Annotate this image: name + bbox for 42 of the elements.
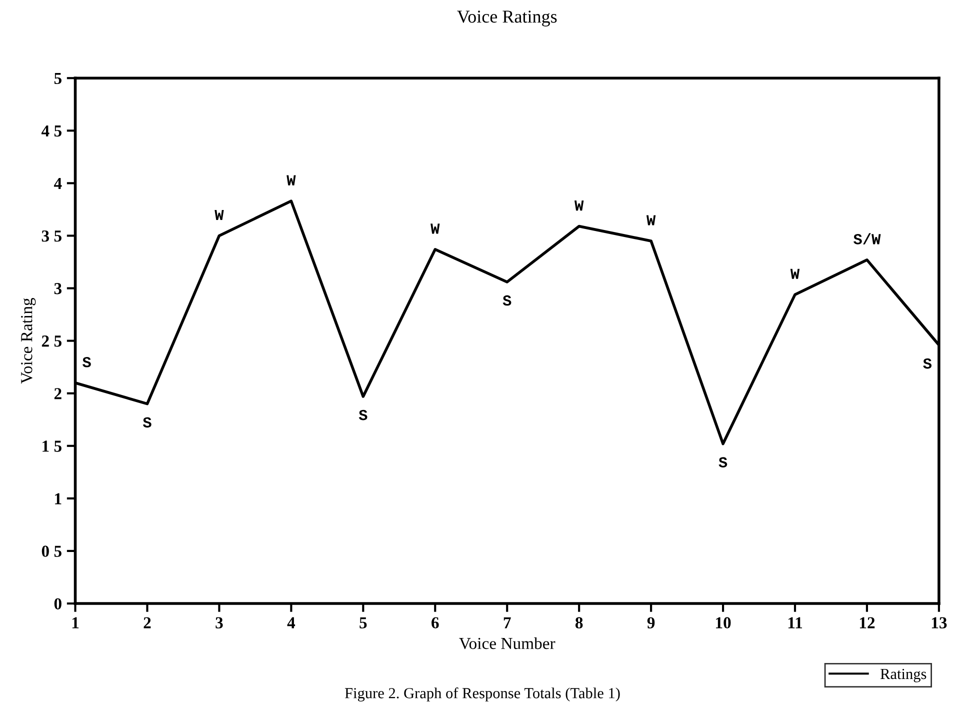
x-tick-label: 3 (216, 617, 223, 628)
x-tick-label: 8 (575, 617, 583, 628)
y-tick-label: 1 (55, 493, 62, 504)
x-tick-label: 4 (287, 617, 296, 628)
x-tick-label: 12 (860, 617, 875, 628)
x-tick-label: 6 (432, 617, 439, 628)
x-tick-label: 2 (144, 617, 151, 628)
annotation: S (502, 295, 512, 306)
x-tick-label: 11 (788, 617, 802, 628)
x-tick-label: 7 (504, 617, 511, 628)
annotation: W (430, 224, 440, 234)
y-tick-label: 2 (54, 388, 62, 400)
x-tick-label: 10 (716, 617, 731, 628)
y-tick-label: 4 (54, 178, 62, 189)
y-axis-title: Voice Rating (21, 298, 36, 384)
annotation: S (142, 417, 152, 428)
annotation: S/W (854, 233, 881, 244)
y-tick-label: 3 (54, 283, 62, 294)
annotation: S (358, 410, 368, 420)
annotation: S (923, 358, 932, 369)
x-tick-label: 13 (932, 617, 947, 628)
x-tick-label: 9 (647, 617, 655, 628)
annotation: W (214, 210, 224, 220)
y-tick-label: 2 5 (42, 336, 62, 347)
legend-label: Ratings (880, 668, 926, 682)
y-tick-label: 3 5 (42, 230, 62, 242)
y-tick-label: 4 5 (41, 125, 62, 137)
x-tick-label: 1 (72, 617, 79, 628)
annotation: W (646, 215, 656, 226)
annotation: S (82, 356, 91, 368)
y-tick-label: 1 5 (42, 440, 62, 452)
annotation: S (718, 457, 728, 468)
y-tick-label: 0 (54, 598, 62, 610)
annotation: W (286, 175, 296, 186)
chart-title: Voice Ratings (457, 10, 557, 26)
caption: Figure 2. Graph of Response Totals (Table 1) (344, 687, 620, 702)
x-axis-title: Voice Number (459, 637, 556, 650)
y-tick-label: 0 5 (42, 546, 62, 557)
x-tick-label: 5 (360, 617, 367, 628)
annotation: W (790, 268, 800, 279)
annotation: W (574, 200, 584, 211)
y-tick-label: 5 (54, 72, 62, 84)
